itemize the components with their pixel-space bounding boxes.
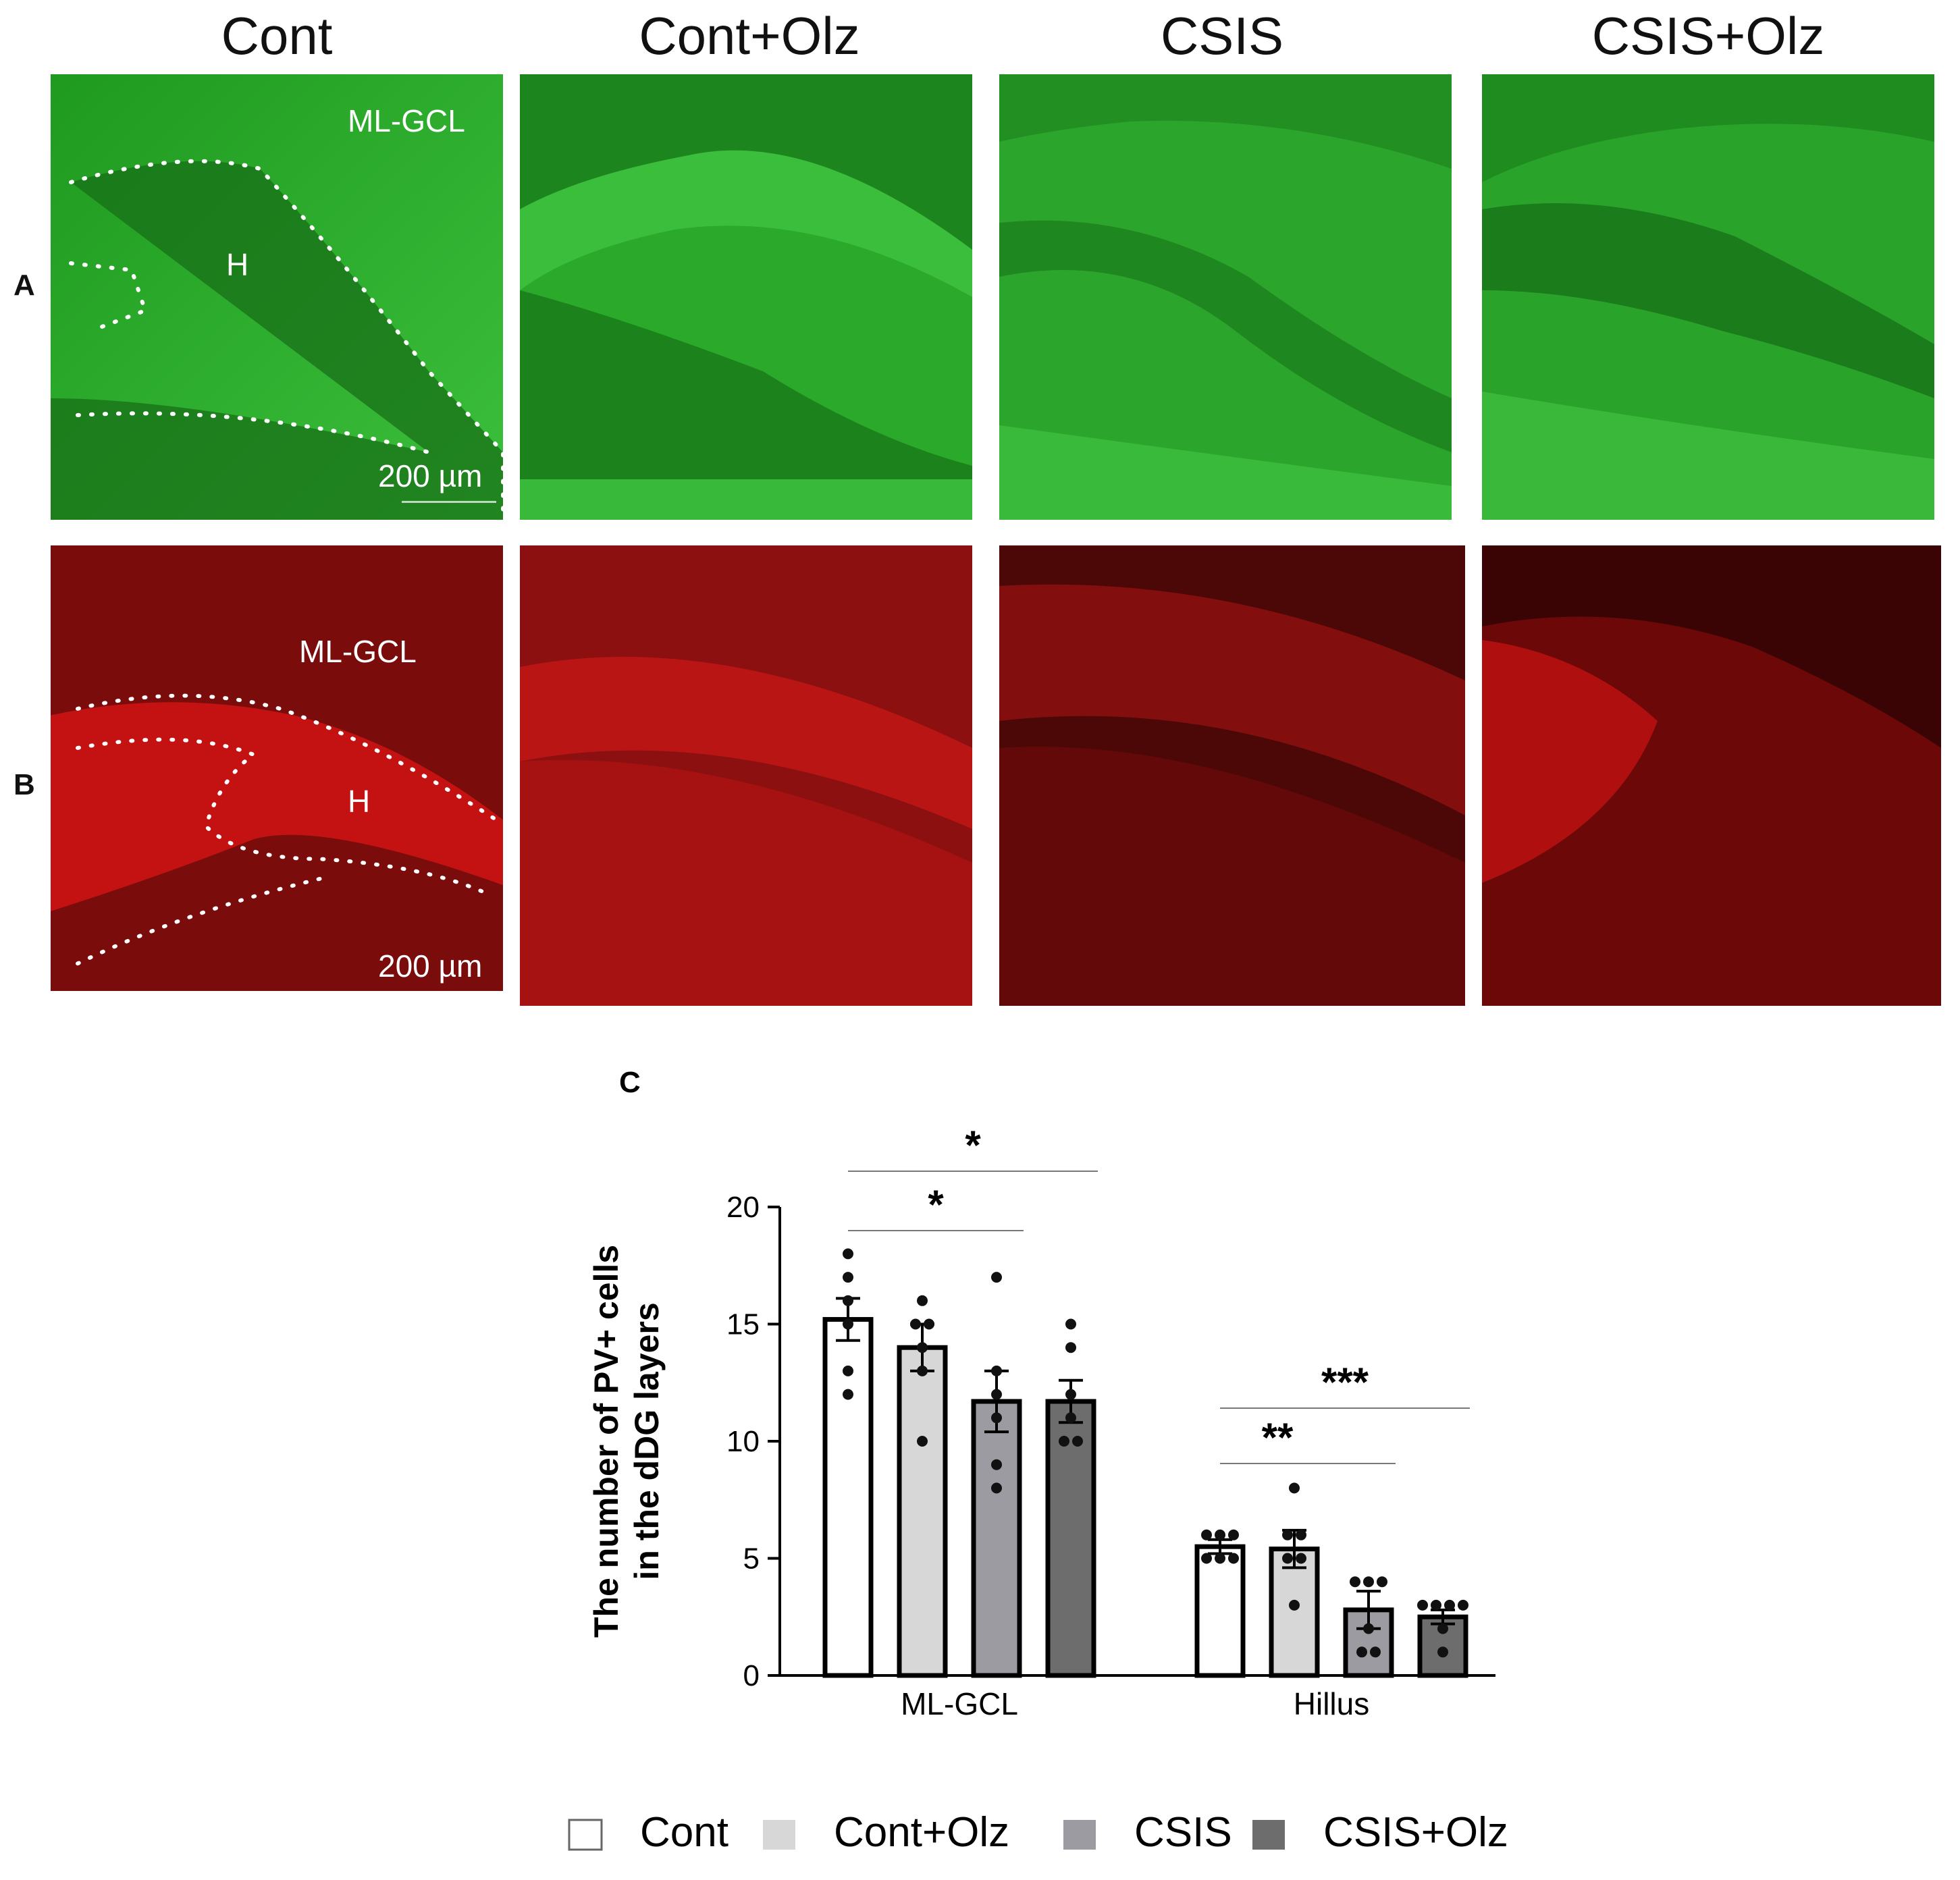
hilus-label-red: H	[348, 784, 371, 819]
data-point	[991, 1389, 1002, 1400]
data-point	[1065, 1318, 1076, 1330]
data-point	[1215, 1553, 1225, 1564]
data-point	[1363, 1623, 1374, 1634]
data-point	[910, 1318, 921, 1330]
bar-cont-olz-0	[897, 1345, 948, 1678]
data-point	[1356, 1646, 1367, 1658]
x-category-label: ML-GCL	[901, 1686, 1018, 1721]
micrograph-red-cont: ML-GCL H 200 µm	[51, 545, 503, 991]
data-point	[1289, 1482, 1300, 1494]
significance-label: *	[928, 1182, 944, 1227]
data-point	[1363, 1576, 1374, 1588]
row-label-b: B	[14, 768, 35, 801]
micrograph-red-csis-olz	[1482, 545, 1941, 1006]
y-axis-label-line1: The number of PV+ cells	[587, 1245, 625, 1638]
legend-label: CSIS	[1134, 1809, 1232, 1856]
legend-label: CSIS+Olz	[1323, 1809, 1508, 1856]
data-point	[843, 1318, 853, 1330]
data-point	[924, 1318, 934, 1330]
data-point	[917, 1436, 928, 1447]
column-title-csis-olz: CSIS+Olz	[1591, 6, 1825, 65]
column-title-csis: CSIS	[1160, 6, 1284, 65]
ml-gcl-label-red: ML-GCL	[299, 634, 417, 669]
legend-swatch	[1252, 1820, 1285, 1850]
y-tick-label: 15	[726, 1308, 760, 1341]
micrograph-red-csis	[999, 545, 1465, 1006]
y-tick-label: 5	[743, 1542, 760, 1576]
data-point	[1370, 1646, 1381, 1658]
data-point	[991, 1412, 1002, 1424]
significance-label: **	[1262, 1415, 1294, 1460]
data-point	[1065, 1389, 1076, 1400]
ml-gcl-label: ML-GCL	[348, 103, 465, 138]
data-point	[1228, 1553, 1239, 1564]
x-category-label: Hillus	[1294, 1686, 1369, 1721]
data-point	[991, 1365, 1002, 1376]
bar-csis-0	[971, 1399, 1022, 1678]
data-point	[1437, 1623, 1448, 1634]
micrograph-green-cont-olz	[520, 74, 972, 520]
data-point	[1282, 1553, 1293, 1564]
scale-bar-label-red: 200 µm	[378, 948, 483, 984]
micrograph-green-cont: ML-GCL H 200 µm	[51, 74, 503, 520]
data-point	[1431, 1599, 1441, 1611]
column-title-cont: Cont	[221, 6, 333, 65]
bar-cont-olz-1	[1269, 1547, 1320, 1678]
column-title-cont-olz: Cont+Olz	[639, 6, 860, 65]
data-point	[843, 1365, 853, 1376]
data-point	[991, 1272, 1002, 1283]
data-point	[991, 1482, 1002, 1494]
legend-label: Cont+Olz	[834, 1809, 1009, 1856]
data-point	[1228, 1529, 1239, 1540]
data-point	[917, 1365, 928, 1376]
row-label-a: A	[14, 269, 35, 302]
data-point	[1377, 1576, 1387, 1588]
micrograph-green-csis-olz	[1482, 74, 1934, 520]
data-point	[1296, 1529, 1306, 1540]
data-point	[1458, 1599, 1468, 1611]
data-point	[1296, 1553, 1306, 1564]
bar-cont-1	[1194, 1544, 1246, 1678]
scale-bar-label: 200 µm	[378, 458, 483, 493]
data-point	[1289, 1599, 1300, 1611]
data-point	[1065, 1412, 1076, 1424]
bar-csis-olz-0	[1045, 1399, 1096, 1678]
data-point	[1065, 1342, 1076, 1353]
data-point	[1215, 1529, 1225, 1540]
data-point	[917, 1295, 928, 1306]
y-axis-label-line2: in the dDG layers	[628, 1302, 666, 1580]
data-point	[1350, 1576, 1360, 1588]
data-point	[843, 1389, 853, 1400]
bar-chart: C 0 5 10 15 20 The number of PV+ cells in the …	[568, 1066, 1508, 1856]
legend-label: Cont	[640, 1809, 729, 1856]
data-point	[1201, 1553, 1212, 1564]
significance-label: *	[965, 1123, 981, 1168]
data-point	[917, 1342, 928, 1353]
data-point	[1201, 1529, 1212, 1540]
data-point	[1072, 1436, 1083, 1447]
y-tick-label: 0	[743, 1659, 760, 1692]
legend-swatch	[1063, 1820, 1096, 1850]
hilus-label: H	[226, 247, 249, 282]
micrograph-green-csis	[999, 74, 1452, 520]
data-point	[843, 1295, 853, 1306]
data-point	[1282, 1529, 1293, 1540]
micrograph-red-cont-olz	[520, 545, 972, 1006]
data-point	[1417, 1599, 1428, 1611]
legend-swatch	[568, 1819, 603, 1851]
data-point	[1437, 1646, 1448, 1658]
scale-bar	[402, 501, 496, 503]
y-tick-label: 10	[726, 1425, 760, 1458]
data-point	[1059, 1436, 1069, 1447]
legend-swatch	[763, 1820, 795, 1850]
data-point	[843, 1248, 853, 1260]
y-tick-label: 20	[726, 1191, 760, 1224]
data-point	[1444, 1599, 1455, 1611]
significance-label: ***	[1321, 1360, 1369, 1405]
data-point	[843, 1272, 853, 1283]
data-point	[991, 1459, 1002, 1470]
panel-c-label: C	[619, 1066, 641, 1099]
